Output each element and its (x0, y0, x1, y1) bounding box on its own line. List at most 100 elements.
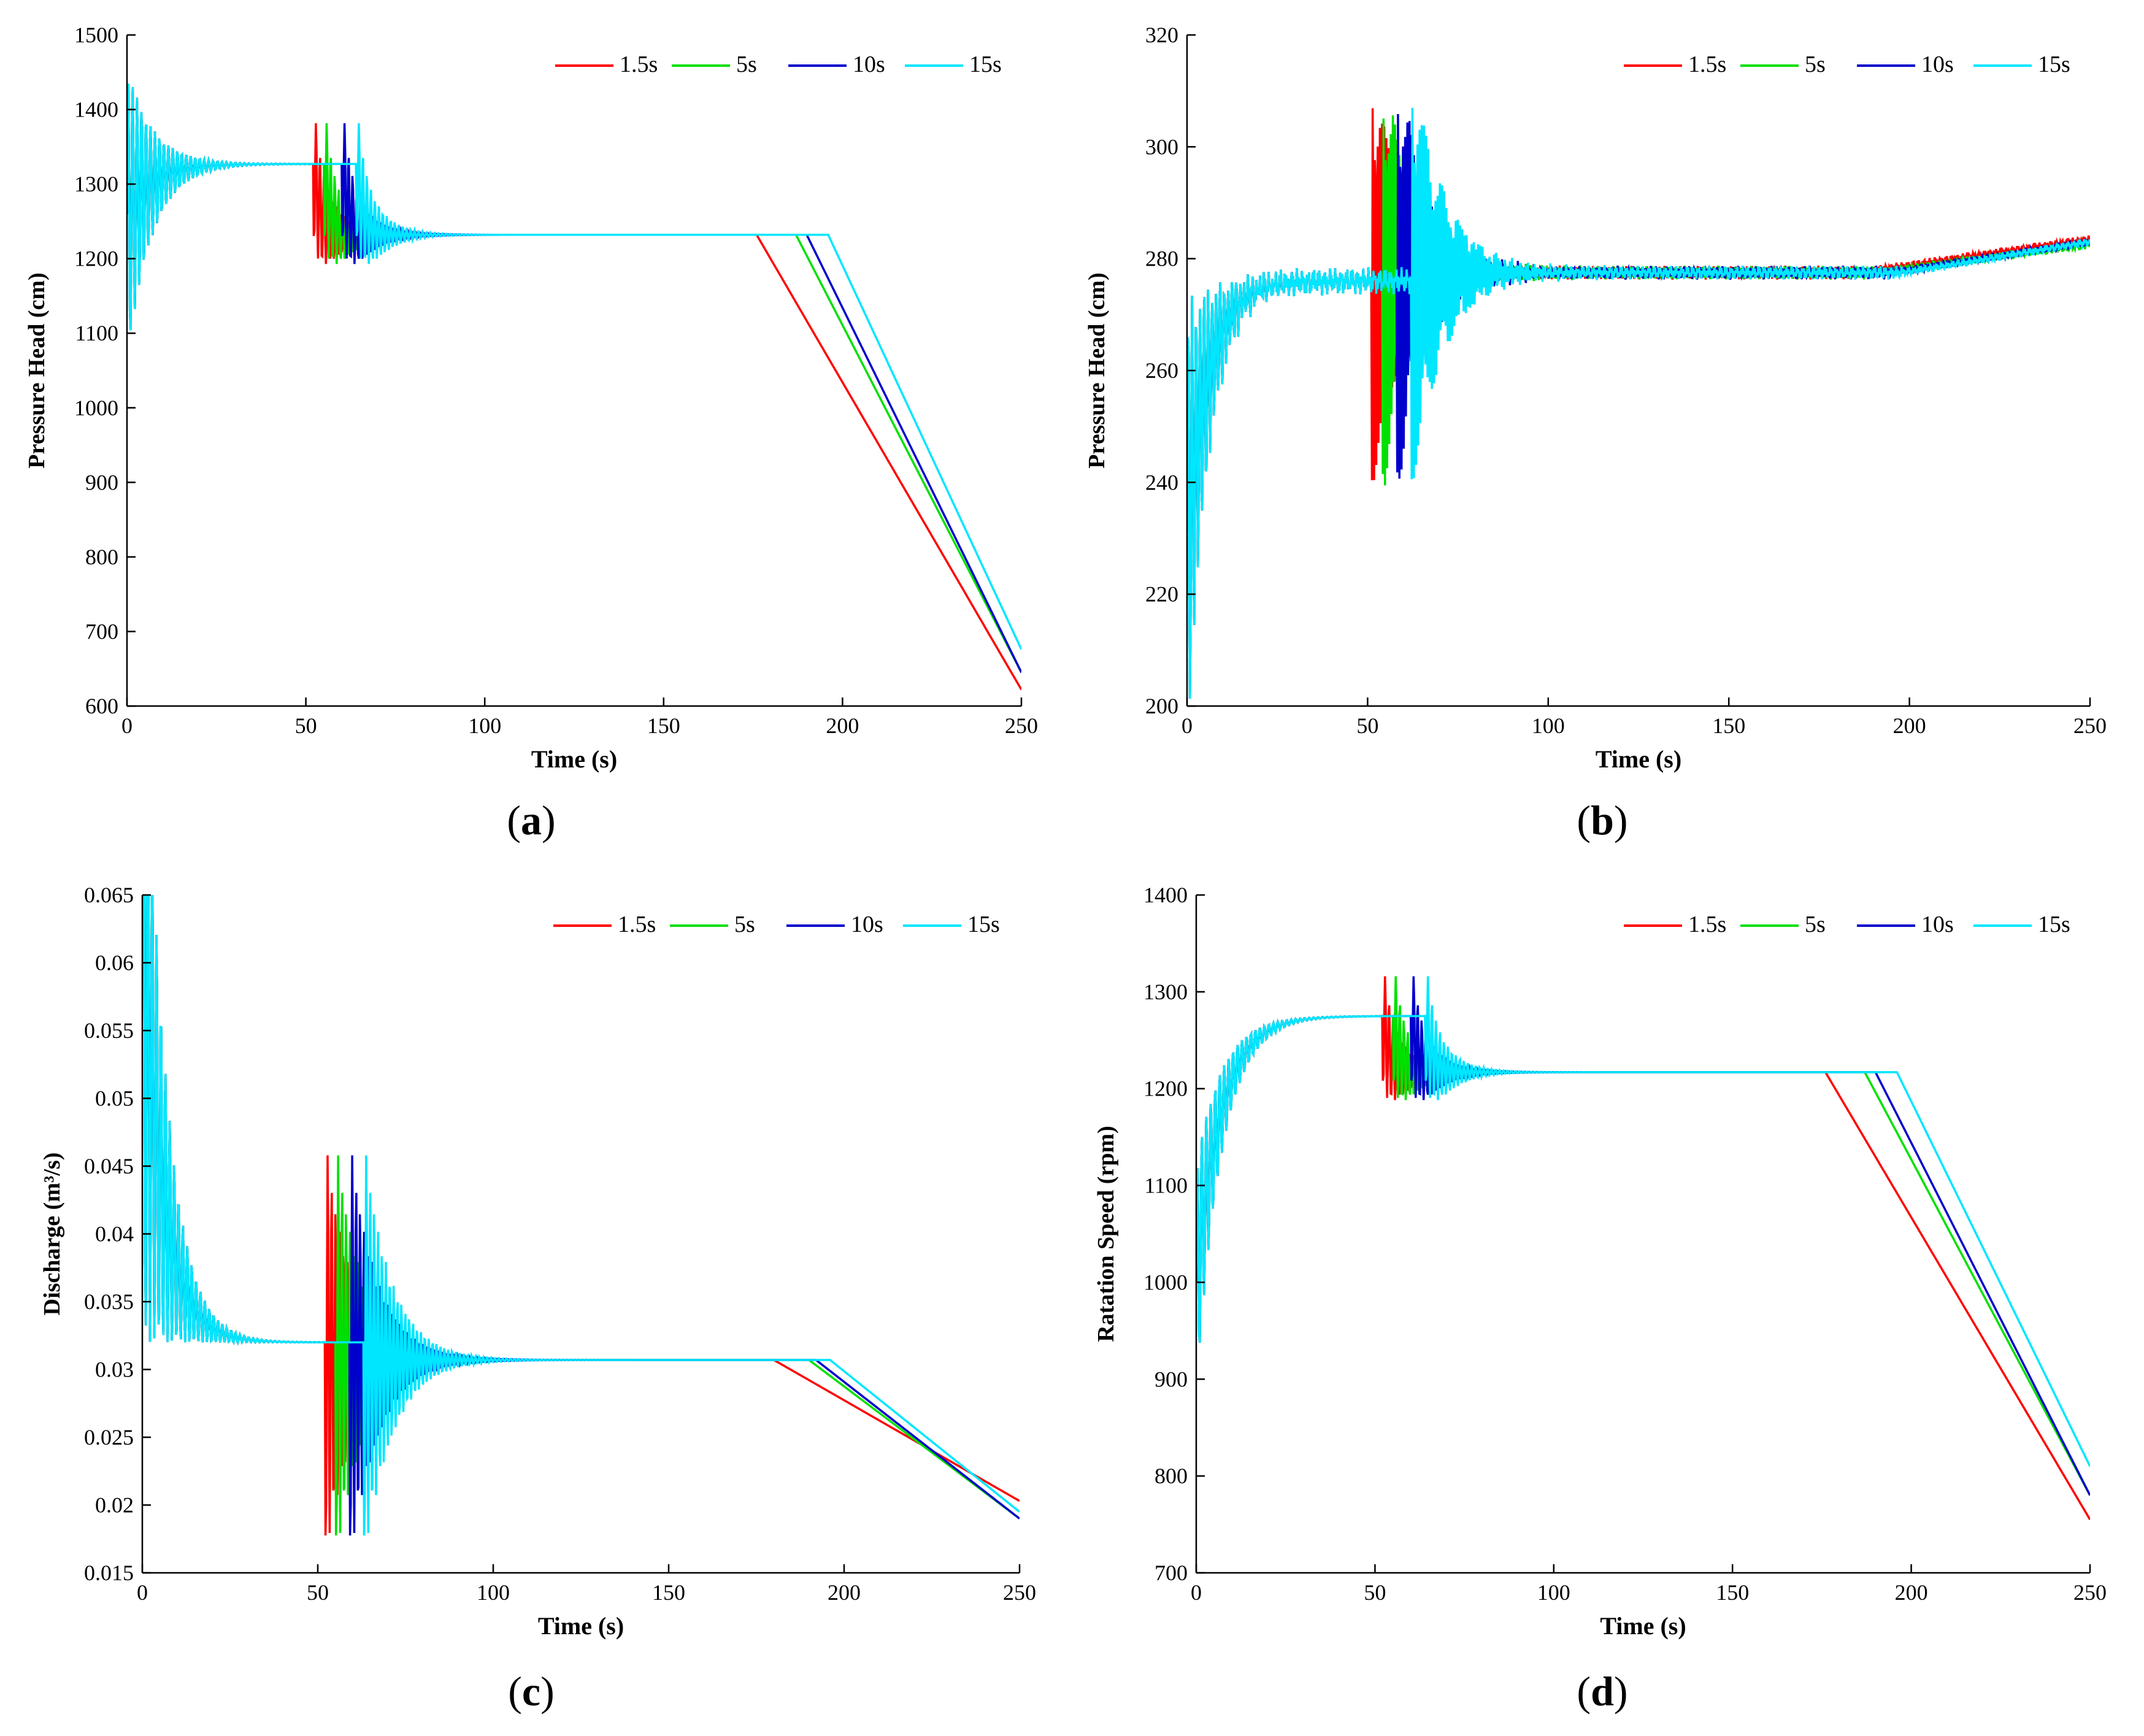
y-tick-label: 1200 (74, 247, 118, 271)
legend-label: 5s (736, 52, 757, 77)
x-axis-label: Time (s) (1596, 745, 1681, 773)
legend-label: 10s (1921, 52, 1954, 77)
series-line-10s (127, 83, 1021, 674)
series-line-15s (1187, 107, 2090, 699)
series-lines (127, 83, 1021, 691)
legend-label: 10s (853, 52, 885, 77)
series-lines (1187, 107, 2090, 699)
legend-label: 15s (2038, 912, 2070, 937)
series-lines (1196, 976, 2090, 1521)
y-tick-label: 0.065 (84, 883, 134, 907)
y-tick-label: 300 (1145, 134, 1178, 159)
chart-panel-3: 0 50 100 150 200 250 0.015 0.02 0.025 0.03 0.035 0.… (39, 883, 1036, 1715)
chart-panel-1: 0 50 100 150 200 250 600 700 800 900 1000 1100 1200 1… (24, 23, 1038, 843)
x-tick-label: 0 (1182, 713, 1193, 738)
panel-caption: (b) (1577, 797, 1627, 843)
legend-label: 1.5s (1688, 52, 1726, 77)
x-tick-label: 200 (1895, 1580, 1928, 1605)
y-tick-label: 320 (1145, 23, 1178, 47)
legend-label: 10s (851, 912, 883, 937)
y-tick-label: 1100 (75, 321, 118, 345)
y-tick-label: 600 (85, 694, 118, 718)
x-tick-label: 0 (1191, 1580, 1202, 1605)
legend-label: 1.5s (618, 912, 656, 937)
y-tick-label: 0.055 (84, 1018, 134, 1043)
legend-label: 15s (967, 912, 1000, 937)
y-tick-label: 0.04 (95, 1222, 134, 1246)
x-axis-label: Time (s) (1600, 1612, 1686, 1640)
x-tick-label: 200 (826, 713, 859, 738)
x-tick-label: 0 (121, 713, 133, 738)
y-tick-label: 0.05 (95, 1086, 134, 1111)
y-tick-label: 220 (1145, 582, 1178, 607)
y-axis-label: Pressure Head (cm) (24, 272, 50, 468)
legend-label: 1.5s (1688, 912, 1726, 937)
legend-label: 5s (1805, 912, 1826, 937)
y-tick-label: 900 (1155, 1367, 1188, 1391)
legend-label: 5s (1805, 52, 1826, 77)
y-tick-label: 700 (85, 619, 118, 643)
x-tick-label: 0 (137, 1580, 148, 1605)
series-line-1.5s (1187, 108, 2090, 699)
x-tick-label: 250 (2073, 713, 2107, 738)
y-tick-label: 280 (1145, 247, 1178, 271)
y-axis-label: Discharge (m³/s) (39, 1153, 65, 1316)
legend-label: 10s (1921, 912, 1954, 937)
y-tick-label: 0.02 (95, 1493, 134, 1518)
series-line-5s (1196, 976, 2090, 1496)
x-tick-label: 50 (1364, 1580, 1386, 1605)
panel-caption: (a) (507, 797, 555, 843)
chart-panel-4: 0 50 100 150 200 250 700 800 900 1000 1100 1200 1300… (1093, 883, 2107, 1715)
series-line-15s (127, 83, 1021, 650)
legend-label: 1.5s (620, 52, 658, 77)
legend-label: 5s (734, 912, 755, 937)
y-tick-label: 900 (85, 470, 118, 494)
y-tick-label: 800 (85, 545, 118, 569)
x-tick-label: 50 (307, 1580, 329, 1605)
y-tick-label: 1200 (1143, 1077, 1188, 1101)
y-axis-label: Pressure Head (cm) (1084, 272, 1110, 468)
panel-caption: (d) (1577, 1668, 1627, 1715)
x-tick-label: 150 (1716, 1580, 1749, 1605)
x-tick-label: 150 (1712, 713, 1745, 738)
x-tick-label: 50 (295, 713, 317, 738)
x-tick-label: 150 (647, 713, 680, 738)
x-tick-label: 100 (477, 1580, 510, 1605)
y-tick-label: 700 (1155, 1561, 1188, 1585)
series-line-15s (142, 895, 1020, 1536)
series-line-5s (1187, 115, 2090, 699)
x-tick-label: 200 (828, 1580, 861, 1605)
x-axis-label: Time (s) (531, 745, 617, 773)
x-tick-label: 250 (1003, 1580, 1036, 1605)
y-tick-label: 1100 (1144, 1173, 1188, 1198)
series-line-15s (1196, 976, 2090, 1467)
legend-label: 15s (969, 52, 1002, 77)
series-line-5s (127, 83, 1021, 674)
x-tick-label: 100 (1537, 1580, 1570, 1605)
y-tick-label: 0.015 (84, 1561, 134, 1585)
y-tick-label: 1400 (74, 98, 118, 122)
x-tick-label: 150 (652, 1580, 685, 1605)
y-tick-label: 0.045 (84, 1154, 134, 1178)
y-tick-label: 1000 (74, 396, 118, 420)
x-tick-label: 100 (1532, 713, 1565, 738)
legend-label: 15s (2038, 52, 2070, 77)
x-tick-label: 200 (1893, 713, 1926, 738)
y-tick-label: 1400 (1143, 883, 1188, 907)
y-tick-label: 1300 (74, 172, 118, 196)
y-tick-label: 0.03 (95, 1358, 134, 1382)
x-tick-label: 50 (1356, 713, 1378, 738)
y-tick-label: 1300 (1143, 980, 1188, 1004)
x-tick-label: 250 (2073, 1580, 2107, 1605)
x-tick-label: 100 (468, 713, 501, 738)
y-tick-label: 200 (1145, 694, 1178, 718)
series-line-10s (1196, 976, 2090, 1496)
y-tick-label: 1000 (1143, 1270, 1188, 1294)
panel-caption: (c) (508, 1668, 555, 1715)
y-axis-label: Ratation Speed (rpm) (1093, 1126, 1119, 1342)
y-tick-label: 240 (1145, 470, 1178, 494)
series-line-10s (1187, 113, 2090, 699)
y-tick-label: 0.025 (84, 1425, 134, 1450)
y-tick-label: 800 (1155, 1464, 1188, 1488)
